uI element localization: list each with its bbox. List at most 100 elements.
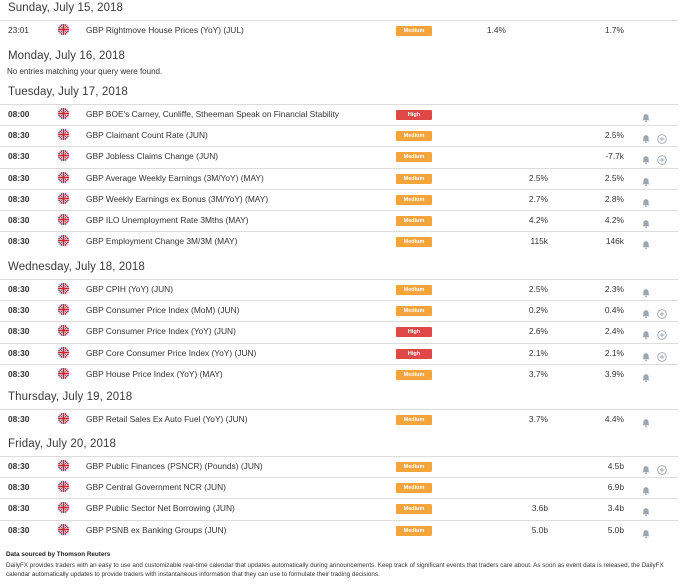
event-row[interactable]: 08:30 GBP CPIH (YoY) (JUN) Medium 2.5% 2.3% [0,279,678,300]
importance-badge: High [396,327,432,338]
event-name[interactable]: GBP Consumer Price Index (MoM) (JUN) [86,305,240,316]
row-divider [0,231,678,233]
importance-badge: High [396,110,432,120]
forecast-value: 2.7% [528,193,548,204]
bell-icon[interactable] [641,131,651,144]
event-name[interactable]: GBP Employment Change 3M/3M (MAY) [86,236,238,247]
forecast-value: 2.5% [528,172,548,183]
event-name[interactable]: GBP Weekly Earnings ex Bonus (3M/YoY) (M… [86,193,269,204]
event-row[interactable]: 08:00 GBP BOE's Carney, Cunliffe, Stheem… [0,104,678,125]
event-row[interactable]: 08:30 GBP Weekly Earnings ex Bonus (3M/Y… [0,188,678,210]
event-name[interactable]: GBP Public Finances (PSNCR) (Pounds) (JU… [86,461,263,471]
plus-circle-icon[interactable] [657,306,667,319]
bell-icon[interactable] [641,415,651,428]
plus-circle-icon[interactable] [657,349,667,362]
bell-icon[interactable] [641,174,651,186]
bell-icon[interactable] [641,110,651,123]
event-row[interactable]: 08:30 GBP Average Weekly Earnings (3M/Yo… [0,167,678,189]
event-row[interactable]: 08:30 GBP Public Sector Net Borrowing (J… [0,498,678,519]
plus-circle-icon[interactable] [657,462,667,475]
event-row[interactable]: 08:30 GBP Central Government NCR (JUN) Me… [0,477,678,498]
previous-value: 2.5% [604,130,624,141]
uk-flag-icon [58,283,69,294]
event-time: 08:00 [8,109,30,119]
plus-circle-icon[interactable] [657,152,667,166]
plus-circle-icon[interactable] [657,131,667,144]
calendar-disclaimer: DailyFX provides traders with an easy to… [6,562,664,578]
uk-flag-icon [58,24,69,35]
event-row[interactable]: 08:30 GBP Public Finances (PSNCR) (Pound… [0,456,678,477]
event-row[interactable]: 08:30 GBP Claimant Count Rate (JUN) Mediu… [0,125,678,146]
bell-icon[interactable] [641,216,651,229]
event-row[interactable]: 08:30 GBP Consumer Price Index (MoM) (JU… [0,300,678,321]
bell-icon[interactable] [641,285,651,298]
row-divider [0,456,678,457]
bell-icon[interactable] [641,462,651,475]
bell-icon[interactable] [641,306,651,319]
event-name[interactable]: GBP PSNB ex Banking Groups (JUN) [86,524,227,535]
event-row[interactable]: 08:30 GBP Consumer Price Index (YoY) (JU… [0,321,678,342]
event-row[interactable]: 23:01 GBP Rightmove House Prices (YoY) (… [0,20,678,41]
event-row[interactable]: 08:30 GBP PSNB ex Banking Groups (JUN) Me… [0,519,678,541]
event-row[interactable]: 08:30 GBP Core Consumer Price Index (YoY… [0,342,678,364]
event-name[interactable]: GBP CPIH (YoY) (JUN) [86,284,174,294]
event-row[interactable]: 08:30 GBP House Price Index (YoY) (MAY) M… [0,363,678,385]
row-divider [0,210,678,211]
previous-value: 4.2% [604,215,624,225]
event-time: 08:30 [8,172,30,183]
importance-badge: Medium [396,237,432,248]
event-time: 08:30 [8,461,30,471]
row-divider [0,125,678,127]
plus-circle-icon[interactable] [657,327,667,341]
importance-badge: Medium [396,525,432,536]
forecast-value: 4.2% [528,215,548,225]
bell-icon[interactable] [641,504,651,517]
bell-icon[interactable] [641,327,651,340]
bell-icon[interactable] [641,237,651,250]
event-name[interactable]: GBP House Price Index (YoY) (MAY) [86,368,223,379]
previous-value: 2.1% [604,347,624,358]
event-row[interactable]: 08:30 GBP Jobless Claims Change (JUN) Med… [0,146,678,167]
event-row[interactable]: 08:30 GBP Employment Change 3M/3M (MAY) M… [0,231,678,252]
uk-flag-icon [58,235,69,247]
forecast-value: 3.6b [531,503,548,514]
uk-flag-icon [58,171,69,183]
bell-icon[interactable] [641,483,651,496]
uk-flag-icon [58,214,69,225]
event-time: 08:30 [8,236,30,247]
day-header: Thursday, July 19, 2018 [8,391,133,403]
event-time: 08:30 [8,503,30,514]
event-row[interactable]: 08:30 GBP ILO Unemployment Rate 3Mths (M… [0,210,678,231]
event-name[interactable]: GBP Average Weekly Earnings (3M/YoY) (MA… [86,172,264,183]
event-name[interactable]: GBP Retail Sales Ex Auto Fuel (YoY) (JUN… [86,414,248,424]
event-time: 08:30 [8,414,30,424]
event-row[interactable]: 08:30 GBP Retail Sales Ex Auto Fuel (YoY… [0,409,678,430]
event-name[interactable]: GBP Rightmove House Prices (YoY) (JUL) [86,25,244,35]
forecast-value: 5.0b [531,524,548,535]
bell-icon[interactable] [641,370,651,383]
previous-value: 2.5% [604,172,624,183]
event-name[interactable]: GBP Jobless Claims Change (JUN) [86,151,219,162]
bell-icon[interactable] [641,195,651,208]
event-time: 08:30 [8,130,30,141]
event-time: 08:30 [8,193,30,204]
event-name[interactable]: GBP Core Consumer Price Index (YoY) (JUN… [86,347,257,358]
event-name[interactable]: GBP Public Sector Net Borrowing (JUN) [86,503,235,514]
event-name[interactable]: GBP Consumer Price Index (YoY) (JUN) [86,326,236,337]
event-name[interactable]: GBP Claimant Count Rate (JUN) [86,130,208,141]
event-name[interactable]: GBP Central Government NCR (JUN) [86,482,226,493]
event-name[interactable]: GBP BOE's Carney, Cunliffe, Stheeman Spe… [86,109,339,119]
event-time: 08:30 [8,347,30,358]
data-source-note: Data sourced by Thomson Reuters [6,551,111,558]
uk-flag-icon [58,108,69,119]
forecast-value: 115k [530,236,548,247]
event-name[interactable]: GBP ILO Unemployment Rate 3Mths (MAY) [86,215,249,225]
bell-icon[interactable] [641,526,651,538]
importance-badge: Medium [396,194,432,205]
bell-icon[interactable] [641,349,651,361]
uk-flag-icon [58,502,69,514]
previous-value: 5.0b [607,524,624,535]
row-divider [0,363,678,365]
bell-icon[interactable] [641,152,651,165]
previous-value: 3.9% [604,368,624,379]
